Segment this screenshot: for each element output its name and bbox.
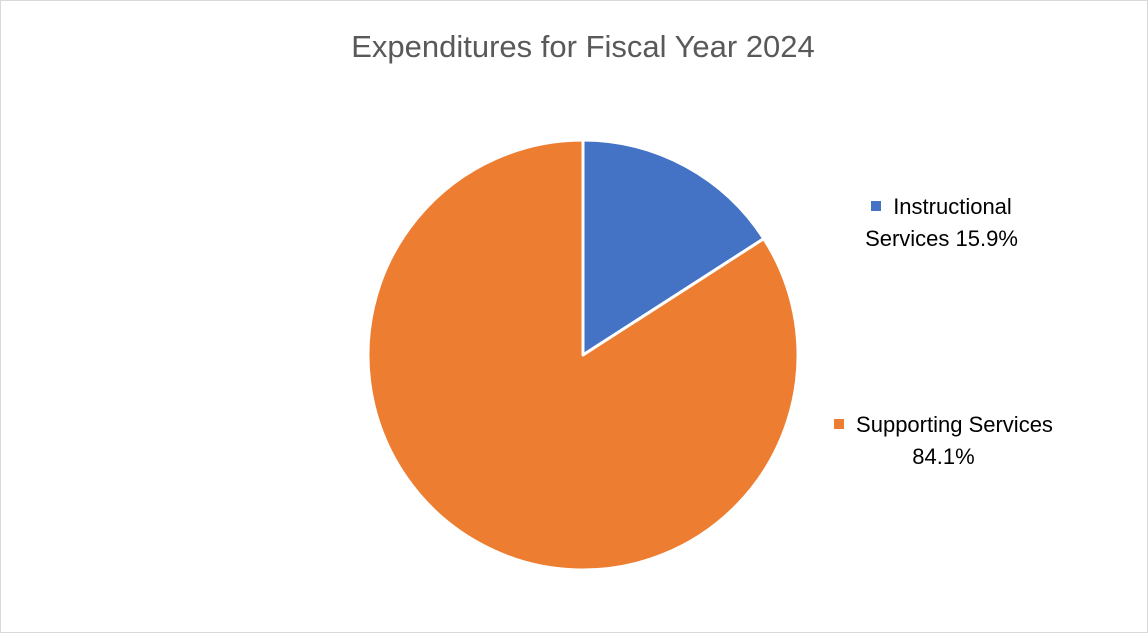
chart-title: Expenditures for Fiscal Year 2024 xyxy=(351,29,815,64)
legend-entry-instructional-services: Instructional Services 15.9% xyxy=(839,191,1044,255)
pie-slice-instructional-services xyxy=(581,138,766,357)
legend-label-line: Supporting Services xyxy=(856,412,1053,437)
legend-entry-supporting-services: Supporting Services 84.1% xyxy=(806,409,1081,473)
legend-swatch-instructional-services xyxy=(871,201,882,212)
legend-label-line: Services 15.9% xyxy=(865,226,1018,251)
pie-slice-supporting-services xyxy=(366,138,800,572)
legend-label-line: 84.1% xyxy=(912,444,975,469)
legend-label-line: Instructional xyxy=(893,194,1012,219)
legend-swatch-supporting-services xyxy=(834,419,845,430)
